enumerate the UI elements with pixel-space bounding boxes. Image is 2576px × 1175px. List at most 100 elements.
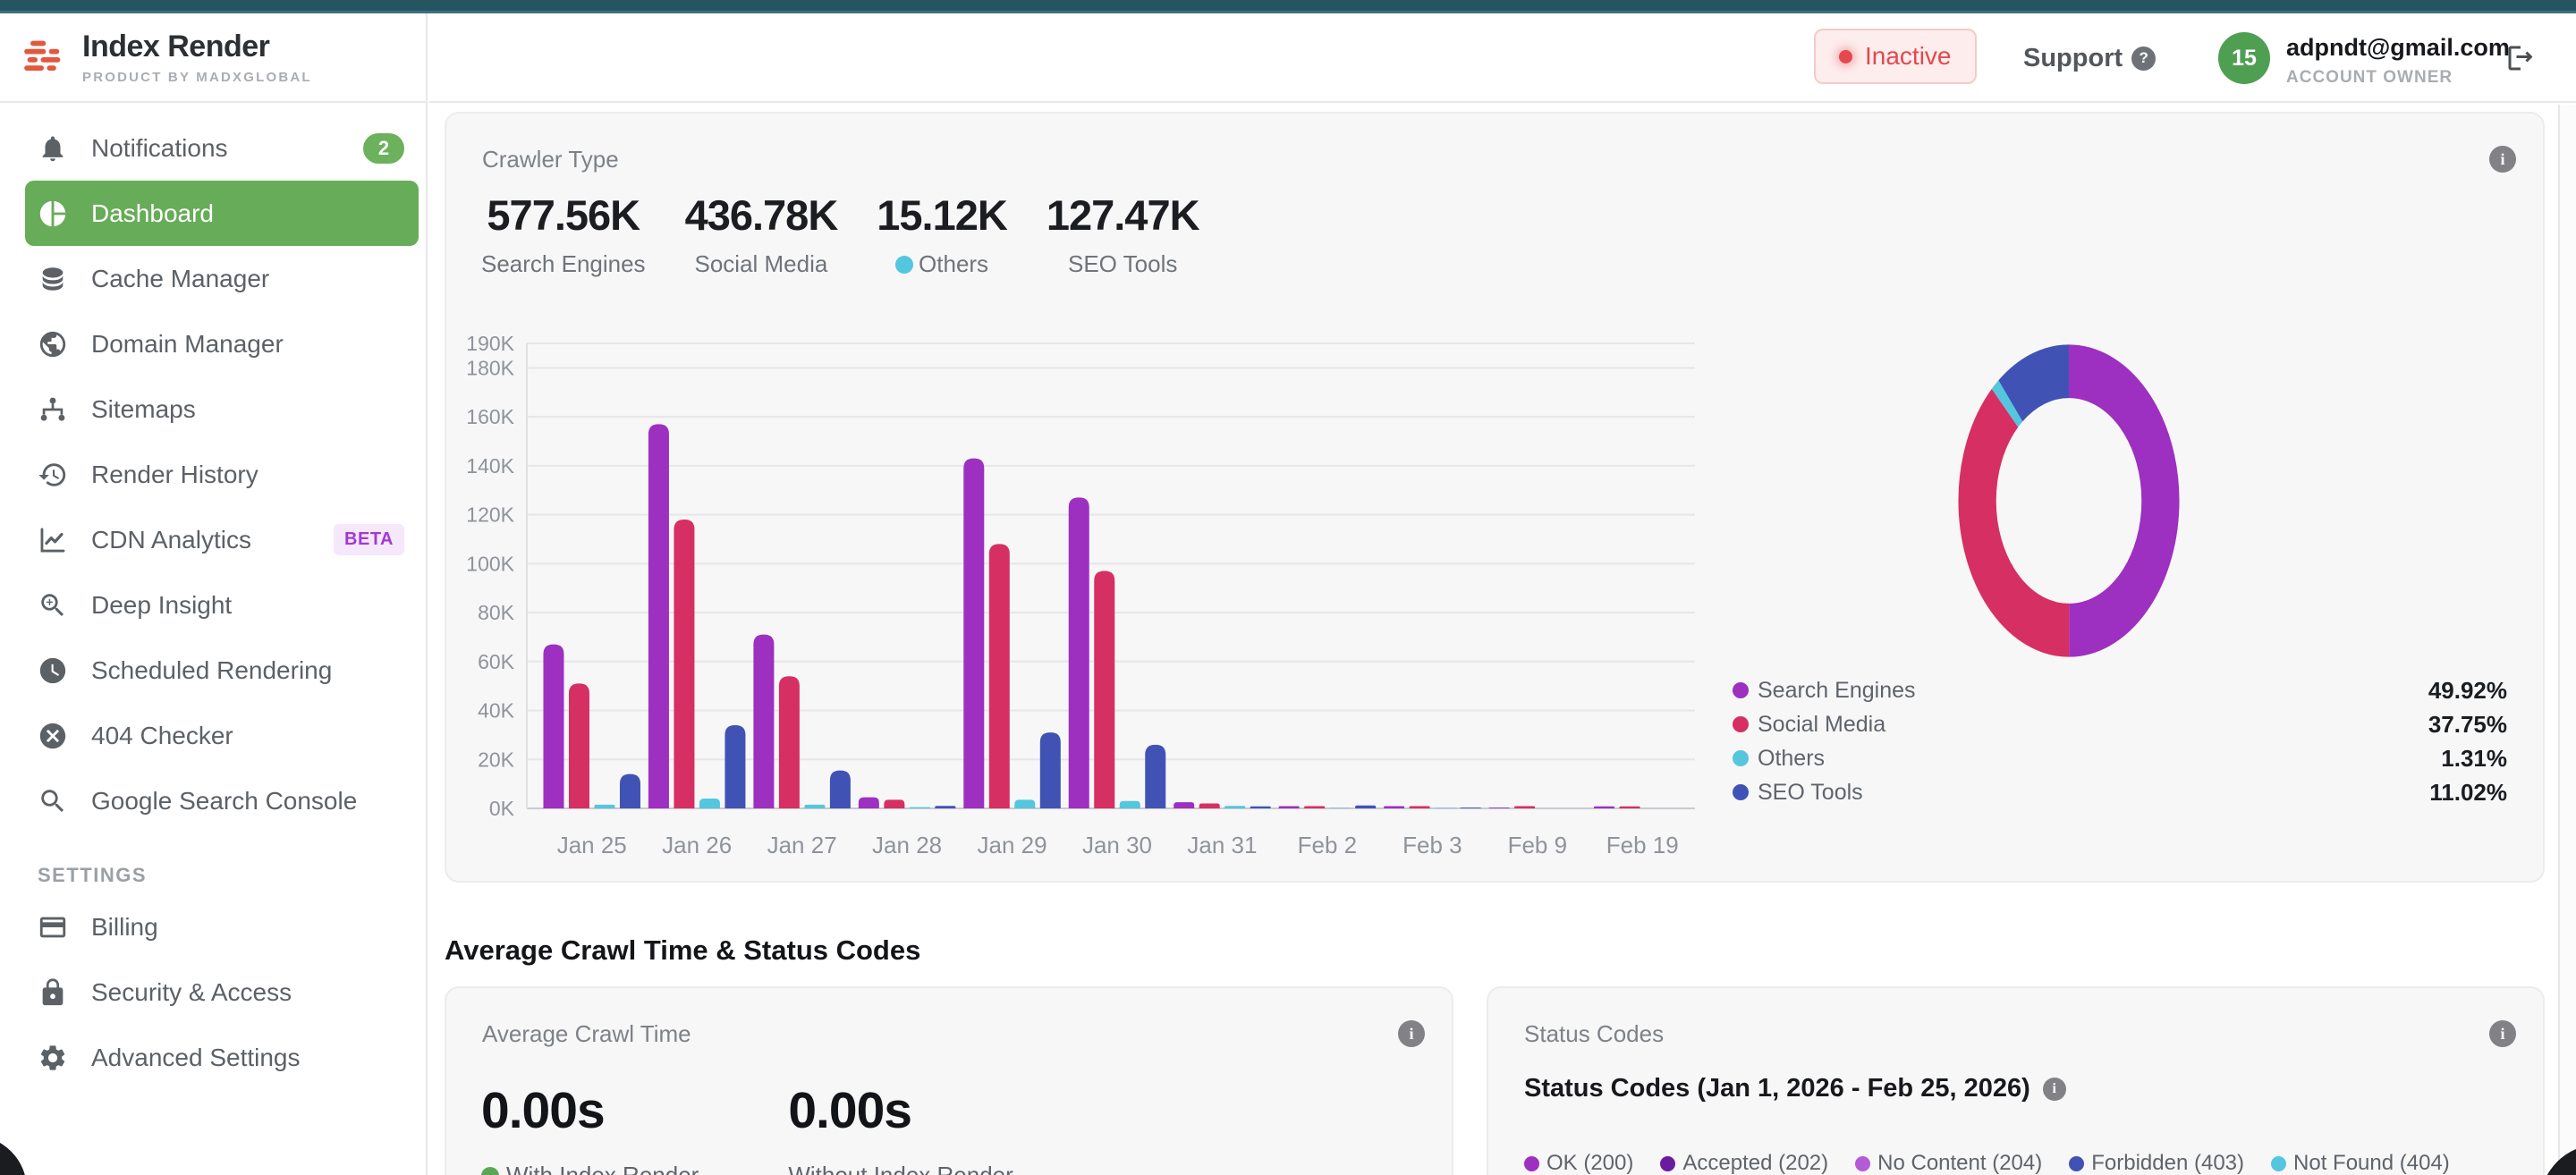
- sidebar-item-label: Security & Access: [91, 977, 292, 1006]
- crawler-donut-chart[interactable]: [1954, 339, 2183, 663]
- avg-metrics: 0.00s With Index Render 0.00s Without Index…: [481, 1081, 1013, 1175]
- sidebar-item-domain-manager[interactable]: Domain Manager: [25, 311, 419, 376]
- legend-dot-icon: [1524, 1155, 1539, 1171]
- bell-icon: [38, 133, 68, 164]
- brand-logo[interactable]: Index Render PRODUCT BY MADXGLOBAL: [0, 13, 426, 103]
- bar-others-feb-2[interactable]: [1329, 807, 1351, 808]
- sidebar-item-label: 404 Checker: [91, 721, 233, 749]
- x-tick-label: Feb 3: [1402, 832, 1462, 858]
- legend-dot-icon: [2069, 1155, 2085, 1171]
- bar-social-media-jan-29[interactable]: [988, 544, 1010, 808]
- bar-seo-tools-feb-2[interactable]: [1355, 805, 1377, 808]
- bar-search-engines-feb-2[interactable]: [1278, 806, 1300, 808]
- sidebar-item-label: Scheduled Rendering: [91, 655, 333, 684]
- bar-seo-tools-jan-27[interactable]: [829, 770, 851, 808]
- bar-others-feb-3[interactable]: [1435, 807, 1456, 808]
- stat-search-engines: 577.56K Search Engines: [481, 190, 646, 278]
- bar-social-media-jan-28[interactable]: [884, 799, 905, 808]
- sidebar-item-deep-insight[interactable]: Deep Insight: [25, 572, 419, 638]
- bar-others-jan-28[interactable]: [909, 807, 930, 808]
- info-icon[interactable]: i: [2489, 1020, 2516, 1047]
- support-label: Support: [2023, 43, 2123, 72]
- bar-others-jan-31[interactable]: [1224, 806, 1246, 808]
- bar-others-jan-29[interactable]: [1014, 799, 1036, 808]
- bar-others-jan-25[interactable]: [594, 804, 615, 808]
- status-badge[interactable]: Inactive: [1814, 29, 1977, 84]
- y-tick-label: 100K: [468, 552, 515, 575]
- bar-search-engines-jan-29[interactable]: [963, 458, 985, 808]
- bar-seo-tools-jan-26[interactable]: [724, 724, 746, 808]
- y-tick-label: 40K: [478, 699, 515, 723]
- sidebar-item-google-search-console[interactable]: Google Search Console: [25, 768, 419, 833]
- info-icon[interactable]: i: [2489, 146, 2516, 173]
- sidebar-item-security-access[interactable]: Security & Access: [25, 959, 419, 1025]
- sidebar-item-notifications[interactable]: Notifications 2: [25, 115, 419, 181]
- bar-search-engines-feb-19[interactable]: [1594, 806, 1615, 808]
- sidebar-item-404-checker[interactable]: 404 Checker: [25, 703, 419, 768]
- legend-dot-icon: [1733, 682, 1749, 698]
- bar-seo-tools-jan-31[interactable]: [1250, 806, 1271, 808]
- sidebar-item-cdn-analytics[interactable]: CDN Analytics BETA: [25, 507, 419, 572]
- x-tick-label: Jan 28: [872, 832, 942, 858]
- bar-seo-tools-jan-30[interactable]: [1145, 744, 1166, 808]
- bar-social-media-feb-19[interactable]: [1619, 806, 1640, 808]
- bar-search-engines-feb-9[interactable]: [1488, 807, 1510, 808]
- logout-icon[interactable]: [2504, 42, 2537, 74]
- scrollbar[interactable]: [2558, 105, 2576, 1175]
- sidebar-item-scheduled-rendering[interactable]: Scheduled Rendering: [25, 638, 419, 703]
- metric-value: 0.00s: [788, 1082, 912, 1139]
- bar-social-media-feb-3[interactable]: [1409, 806, 1430, 808]
- sidebar-item-dashboard[interactable]: Dashboard: [25, 181, 419, 246]
- support-link[interactable]: Support ?: [2023, 13, 2157, 103]
- bar-social-media-feb-2[interactable]: [1304, 806, 1326, 808]
- bar-search-engines-jan-27[interactable]: [753, 634, 775, 808]
- bar-search-engines-jan-28[interactable]: [858, 797, 879, 808]
- bar-social-media-jan-30[interactable]: [1094, 571, 1115, 808]
- section-heading: Average Crawl Time & Status Codes: [445, 934, 921, 966]
- legend-dot-icon: [1660, 1155, 1676, 1171]
- status-label: Inactive: [1865, 42, 1952, 70]
- credit-card-icon: [38, 912, 68, 943]
- bar-search-engines-jan-25[interactable]: [543, 644, 564, 808]
- avatar[interactable]: 15: [2218, 32, 2270, 84]
- bar-search-engines-jan-30[interactable]: [1068, 497, 1089, 808]
- bar-seo-tools-jan-29[interactable]: [1039, 732, 1061, 808]
- status-dot-icon: [1839, 49, 1852, 63]
- bar-others-jan-26[interactable]: [699, 799, 720, 808]
- bar-social-media-feb-9[interactable]: [1514, 806, 1536, 808]
- x-tick-label: Jan 30: [1082, 832, 1152, 858]
- info-icon[interactable]: i: [2042, 1077, 2066, 1101]
- x-tick-label: Feb 19: [1606, 832, 1679, 858]
- bar-seo-tools-jan-28[interactable]: [935, 806, 956, 808]
- donut-slice-social-media[interactable]: [1958, 344, 2180, 657]
- bar-others-jan-27[interactable]: [804, 804, 826, 808]
- bar-others-jan-30[interactable]: [1119, 800, 1140, 808]
- bar-social-media-jan-31[interactable]: [1199, 803, 1220, 808]
- donut-slice-seo-tools[interactable]: [1958, 344, 2180, 657]
- sidebar-item-advanced-settings[interactable]: Advanced Settings: [25, 1025, 419, 1090]
- account-block: adpndt@gmail.com ACCOUNT OWNER: [2286, 34, 2510, 88]
- bar-search-engines-jan-26[interactable]: [648, 424, 669, 808]
- bar-social-media-jan-25[interactable]: [568, 683, 589, 808]
- sidebar-item-cache-manager[interactable]: Cache Manager: [25, 246, 419, 311]
- bar-social-media-jan-27[interactable]: [778, 676, 800, 808]
- bar-search-engines-feb-3[interactable]: [1384, 806, 1405, 808]
- legend-percent: 11.02%: [2429, 778, 2507, 806]
- bar-search-engines-jan-31[interactable]: [1174, 802, 1195, 808]
- info-icon[interactable]: i: [1398, 1020, 1425, 1047]
- crawler-stats: 577.56K Search Engines 436.78K Social Media…: [481, 190, 1200, 278]
- sidebar-item-billing[interactable]: Billing: [25, 894, 419, 959]
- legend-dot-icon: [1855, 1155, 1871, 1171]
- stat-others: 15.12K Others: [877, 190, 1008, 278]
- legend-dot-icon: [1733, 750, 1749, 766]
- stat-value: 127.47K: [1046, 191, 1200, 239]
- sidebar-item-sitemaps[interactable]: Sitemaps: [25, 376, 419, 442]
- status-legend-item-ok-200: OK (200): [1524, 1151, 1633, 1175]
- sidebar-item-render-history[interactable]: Render History: [25, 442, 419, 507]
- bar-social-media-jan-26[interactable]: [674, 520, 695, 808]
- status-subtitle: Status Codes (Jan 1, 2026 - Feb 25, 2026…: [1524, 1074, 2030, 1103]
- bar-seo-tools-jan-25[interactable]: [619, 773, 640, 808]
- bar-seo-tools-feb-3[interactable]: [1460, 807, 1481, 808]
